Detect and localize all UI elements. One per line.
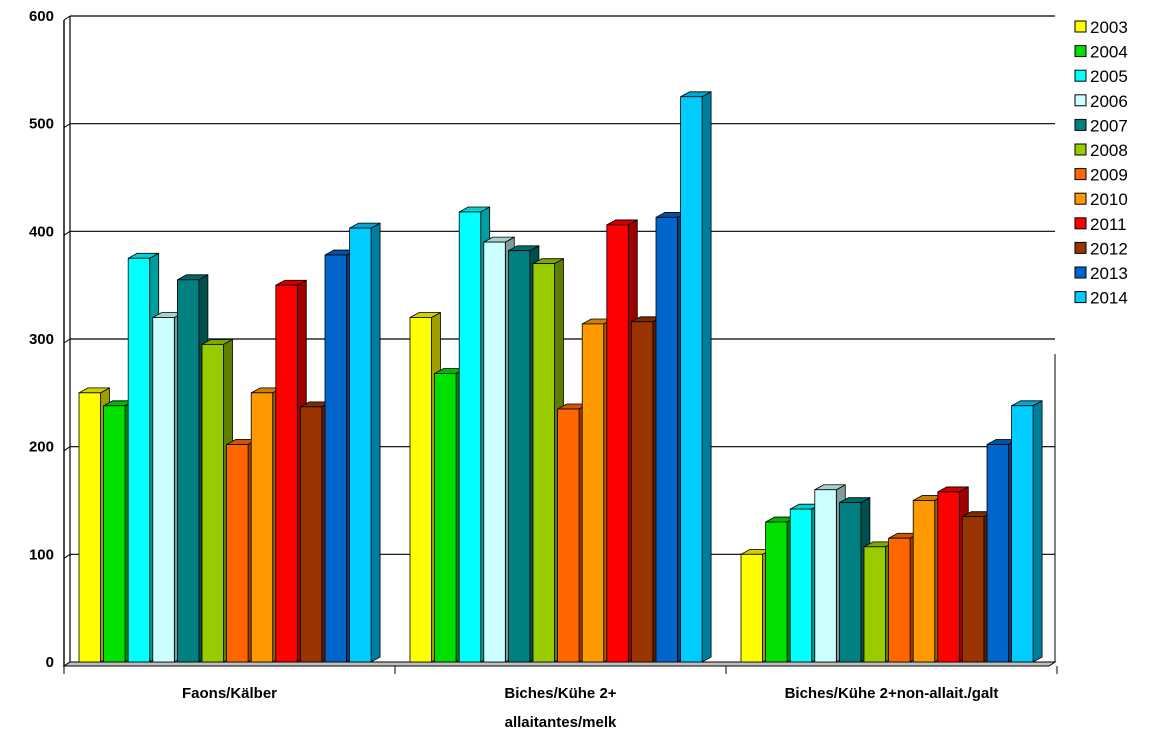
legend-item-2009: 2009 xyxy=(1074,166,1128,185)
bar-2014-cat2 xyxy=(1011,400,1043,663)
legend-label-2012: 2012 xyxy=(1090,239,1128,258)
legend-item-2005: 2005 xyxy=(1074,67,1128,86)
bars xyxy=(78,91,1043,663)
category-label-1-line-0: Biches/Kühe 2+ xyxy=(504,685,616,702)
legend-label-2008: 2008 xyxy=(1090,141,1128,160)
legend-label-2010: 2010 xyxy=(1090,190,1128,209)
legend-label-2003: 2003 xyxy=(1090,18,1128,37)
legend-item-2007: 2007 xyxy=(1074,116,1128,135)
legend-label-2009: 2009 xyxy=(1090,166,1128,185)
legend-label-2005: 2005 xyxy=(1090,67,1128,86)
category-label-1-line-1: allaitantes/melk xyxy=(505,714,617,731)
legend-item-2011: 2011 xyxy=(1074,215,1127,234)
legend-swatch-2004 xyxy=(1074,45,1087,58)
legend-item-2006: 2006 xyxy=(1074,92,1128,111)
axis-labels: 0 100 200 300 400 500 600 Faons/Kälber Biches/Kü… xyxy=(29,8,998,731)
bar-2014-cat1 xyxy=(680,91,712,663)
y-tick-label-500: 500 xyxy=(29,116,54,133)
legend-swatch-2007 xyxy=(1074,118,1087,131)
y-tick-300 xyxy=(63,338,71,344)
y-tick-label-100: 100 xyxy=(29,546,54,563)
category-label-2-line-0: Biches/Kühe 2+non-allait./galt xyxy=(785,685,999,702)
legend-swatch-2011 xyxy=(1074,217,1087,230)
y-tick-100 xyxy=(63,553,71,559)
legend-swatch-2009 xyxy=(1074,168,1087,181)
bar-2014-cat0 xyxy=(349,222,381,663)
y-tick-400 xyxy=(63,230,71,236)
y-tick-200 xyxy=(63,446,71,452)
y-tick-label-300: 300 xyxy=(29,331,54,348)
legend-swatch-2005 xyxy=(1074,69,1087,82)
legend-item-2008: 2008 xyxy=(1074,141,1128,160)
chart-floor xyxy=(62,661,1057,667)
legend-item-2014: 2014 xyxy=(1074,289,1128,308)
legend-swatch-2014 xyxy=(1074,291,1087,304)
y-tick-600 xyxy=(63,15,71,21)
legend-swatch-2008 xyxy=(1074,143,1087,156)
legend-item-2013: 2013 xyxy=(1074,264,1128,283)
legend-swatch-2006 xyxy=(1074,94,1087,107)
legend: 2003 2004 2005 2006 2007 2008 2009 2010 2011 2012… xyxy=(1074,18,1128,308)
legend-item-2010: 2010 xyxy=(1074,190,1128,209)
y-tick-label-0: 0 xyxy=(46,654,54,671)
legend-swatch-2003 xyxy=(1074,20,1087,33)
legend-swatch-2013 xyxy=(1074,266,1087,279)
legend-label-2014: 2014 xyxy=(1090,289,1128,308)
y-tick-label-600: 600 xyxy=(29,8,54,25)
legend-label-2013: 2013 xyxy=(1090,264,1128,283)
bar-2011-cat0 xyxy=(275,279,307,663)
legend-item-2003: 2003 xyxy=(1074,18,1128,37)
category-label-0-line-0: Faons/Kälber xyxy=(182,685,277,702)
legend-label-2007: 2007 xyxy=(1090,116,1128,135)
y-tick-label-400: 400 xyxy=(29,223,54,240)
legend-item-2004: 2004 xyxy=(1074,43,1128,62)
legend-label-2006: 2006 xyxy=(1090,92,1128,111)
y-tick-500 xyxy=(63,123,71,129)
legend-swatch-2010 xyxy=(1074,192,1087,205)
legend-label-2011: 2011 xyxy=(1090,215,1127,234)
axes xyxy=(62,15,1058,674)
legend-item-2012: 2012 xyxy=(1074,239,1128,258)
legend-swatch-2012 xyxy=(1074,241,1087,254)
legend-label-2004: 2004 xyxy=(1090,43,1128,62)
y-tick-label-200: 200 xyxy=(29,439,54,456)
